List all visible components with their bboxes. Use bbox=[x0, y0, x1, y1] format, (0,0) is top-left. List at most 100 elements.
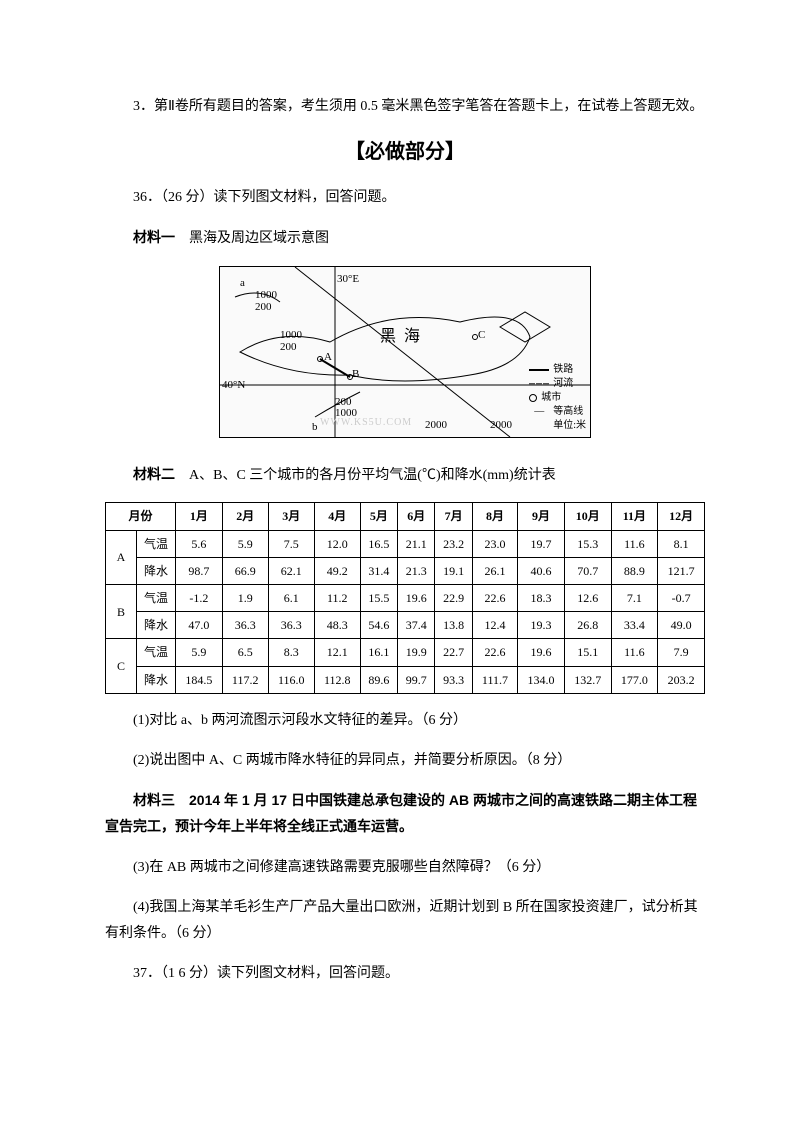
month-col: 5月 bbox=[360, 503, 397, 530]
exam-page: 3．第Ⅱ卷所有题目的答案，考生须用 0.5 毫米黑色签字笔答在答题卡上，在试卷上… bbox=[0, 0, 800, 1132]
month-col: 10月 bbox=[564, 503, 611, 530]
cell: 203.2 bbox=[658, 666, 705, 693]
cell: 37.4 bbox=[398, 612, 435, 639]
city-label-B: B bbox=[106, 585, 137, 639]
legend-unit: 单位:米 bbox=[553, 419, 586, 433]
table-header-row: 月份 1月 2月 3月 4月 5月 6月 7月 8月 9月 10月 11月 12… bbox=[106, 503, 705, 530]
cell: 31.4 bbox=[360, 557, 397, 584]
material-2-text: A、B、C 三个城市的各月份平均气温(℃)和降水(mm)统计表 bbox=[189, 468, 556, 483]
cell: 26.1 bbox=[472, 557, 517, 584]
month-col: 3月 bbox=[268, 503, 314, 530]
month-col: 8月 bbox=[472, 503, 517, 530]
contour-2000a: 2000 bbox=[425, 415, 447, 435]
cell: 6.5 bbox=[222, 639, 268, 666]
cell: 11.6 bbox=[611, 639, 658, 666]
q36-stem: 36．（26 分）读下列图文材料，回答问题。 bbox=[105, 185, 705, 211]
city-label-A: A bbox=[106, 530, 137, 584]
contour-200b: 200 bbox=[280, 337, 297, 357]
cell: 19.6 bbox=[518, 639, 565, 666]
cell: 19.1 bbox=[435, 557, 472, 584]
metric-temp: 气温 bbox=[137, 585, 176, 612]
month-col: 11月 bbox=[611, 503, 658, 530]
cell: 7.9 bbox=[658, 639, 705, 666]
map-legend: 铁路 河流 城市 —等高线 单位:米 bbox=[529, 363, 586, 433]
cell: 36.3 bbox=[222, 612, 268, 639]
table-row: 降水 184.5117.2116.0112.889.699.793.3111.7… bbox=[106, 666, 705, 693]
cell: 112.8 bbox=[314, 666, 360, 693]
contour-2000b: 2000 bbox=[490, 415, 512, 435]
cell: 19.7 bbox=[518, 530, 565, 557]
month-col: 9月 bbox=[518, 503, 565, 530]
map-point-b: b bbox=[312, 417, 318, 437]
cell: 8.1 bbox=[658, 530, 705, 557]
cell: 5.6 bbox=[176, 530, 223, 557]
material-3-text: 2014 年 1 月 17 日中国铁建总承包建设的 AB 两城市之间的高速铁路二… bbox=[105, 792, 697, 835]
month-col: 1月 bbox=[176, 503, 223, 530]
q36-sub4: (4)我国上海某羊毛衫生产厂产品大量出口欧洲，近期计划到 B 所在国家投资建厂，… bbox=[105, 895, 705, 947]
legend-rail: 铁路 bbox=[553, 363, 573, 377]
metric-precip: 降水 bbox=[137, 612, 176, 639]
cell: 5.9 bbox=[176, 639, 223, 666]
cell: 99.7 bbox=[398, 666, 435, 693]
cell: 33.4 bbox=[611, 612, 658, 639]
cell: 16.1 bbox=[360, 639, 397, 666]
q36-sub1: (1)对比 a、b 两河流图示河段水文特征的差异。（6 分） bbox=[105, 708, 705, 734]
cell: 23.0 bbox=[472, 530, 517, 557]
cell: 15.1 bbox=[564, 639, 611, 666]
header-month: 月份 bbox=[106, 503, 176, 530]
cell: -0.7 bbox=[658, 585, 705, 612]
cell: 177.0 bbox=[611, 666, 658, 693]
cell: 22.9 bbox=[435, 585, 472, 612]
map-point-a: a bbox=[240, 273, 245, 293]
cell: 111.7 bbox=[472, 666, 517, 693]
sea-label: 黑 海 bbox=[380, 322, 422, 352]
material-1-text: 黑海及周边区域示意图 bbox=[189, 231, 329, 246]
cell: 98.7 bbox=[176, 557, 223, 584]
cell: 12.1 bbox=[314, 639, 360, 666]
contour-200a: 200 bbox=[255, 297, 272, 317]
black-sea-map: a 30°E 40°N 1000 200 1000 200 A B 黑 海 C … bbox=[219, 266, 591, 438]
cell: 7.5 bbox=[268, 530, 314, 557]
cell: 26.8 bbox=[564, 612, 611, 639]
watermark: WWW.KS5U.COM bbox=[320, 414, 412, 433]
material-3-label: 材料三 bbox=[133, 792, 175, 808]
cell: 134.0 bbox=[518, 666, 565, 693]
cell: 6.1 bbox=[268, 585, 314, 612]
legend-city: 城市 bbox=[541, 391, 561, 405]
q37-stem: 37．（1 6 分）读下列图文材料，回答问题。 bbox=[105, 961, 705, 987]
cell: 13.8 bbox=[435, 612, 472, 639]
cell: 36.3 bbox=[268, 612, 314, 639]
map-figure: a 30°E 40°N 1000 200 1000 200 A B 黑 海 C … bbox=[105, 266, 705, 448]
city-A-label: A bbox=[324, 347, 332, 367]
cell: 93.3 bbox=[435, 666, 472, 693]
cell: 16.5 bbox=[360, 530, 397, 557]
cell: 121.7 bbox=[658, 557, 705, 584]
map-lon-label: 30°E bbox=[337, 269, 359, 289]
cell: 48.3 bbox=[314, 612, 360, 639]
cell: 12.0 bbox=[314, 530, 360, 557]
cell: 7.1 bbox=[611, 585, 658, 612]
cell: 18.3 bbox=[518, 585, 565, 612]
cell: 40.6 bbox=[518, 557, 565, 584]
table-row: 降水 47.036.336.348.354.637.413.812.419.32… bbox=[106, 612, 705, 639]
cell: 47.0 bbox=[176, 612, 223, 639]
metric-precip: 降水 bbox=[137, 557, 176, 584]
legend-river: 河流 bbox=[553, 377, 573, 391]
cell: 62.1 bbox=[268, 557, 314, 584]
month-col: 12月 bbox=[658, 503, 705, 530]
cell: 21.1 bbox=[398, 530, 435, 557]
cell: 15.5 bbox=[360, 585, 397, 612]
cell: 19.3 bbox=[518, 612, 565, 639]
table-row: C 气温 5.96.58.312.116.119.922.722.619.615… bbox=[106, 639, 705, 666]
metric-temp: 气温 bbox=[137, 639, 176, 666]
q36-sub2: (2)说出图中 A、C 两城市降水特征的异同点，并简要分析原因。（8 分） bbox=[105, 748, 705, 774]
month-col: 6月 bbox=[398, 503, 435, 530]
cell: 1.9 bbox=[222, 585, 268, 612]
cell: 15.3 bbox=[564, 530, 611, 557]
table-row: B 气温 -1.21.96.111.215.519.622.922.618.31… bbox=[106, 585, 705, 612]
month-col: 7月 bbox=[435, 503, 472, 530]
material-3-line: 材料三 2014 年 1 月 17 日中国铁建总承包建设的 AB 两城市之间的高… bbox=[105, 788, 705, 842]
month-col: 4月 bbox=[314, 503, 360, 530]
material-1-line: 材料一 黑海及周边区域示意图 bbox=[105, 225, 705, 252]
city-C-label: C bbox=[478, 325, 485, 345]
